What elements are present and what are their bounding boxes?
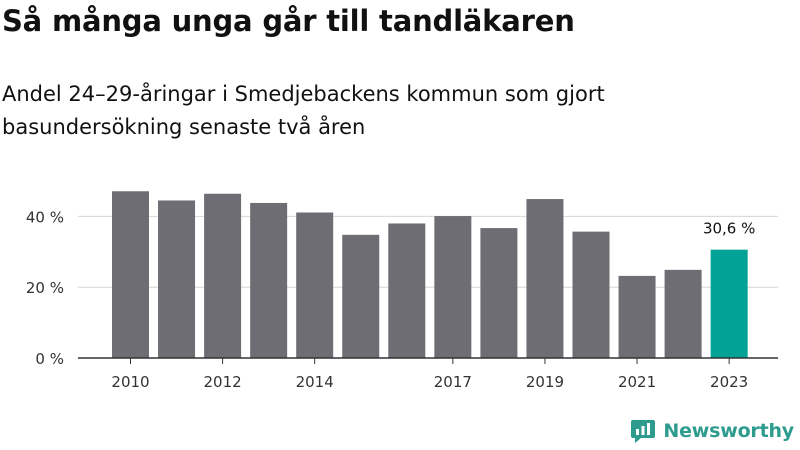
data-label: 30,6 % [703, 220, 755, 238]
x-tick-label: 2014 [296, 373, 334, 391]
chart-title: Så många unga går till tandläkaren [2, 4, 575, 38]
bar-highlighted [710, 249, 748, 358]
brand-logo: Newsworthy [630, 418, 794, 444]
bars [112, 191, 748, 358]
data-labels: 30,6 % [703, 220, 755, 238]
bar [388, 223, 426, 358]
brand-name: Newsworthy [663, 420, 794, 442]
bar [526, 199, 564, 358]
x-tick-label: 2017 [434, 373, 472, 391]
bar [664, 269, 702, 358]
bar [296, 212, 334, 358]
x-tick-label: 2010 [111, 373, 149, 391]
y-tick-label: 20 % [26, 279, 64, 297]
bar [480, 228, 518, 358]
x-tick-label: 2023 [710, 373, 748, 391]
bar [204, 193, 242, 358]
y-axis-ticks: 0 % 20 % 40 % [26, 208, 64, 368]
bar [250, 202, 288, 358]
bar [342, 234, 380, 358]
bar [572, 231, 610, 358]
x-tick-label: 2019 [526, 373, 564, 391]
bar [434, 216, 472, 358]
x-axis-ticks: 2010 2012 2014 2017 2019 2021 2023 [111, 358, 748, 391]
x-tick-label: 2012 [204, 373, 242, 391]
x-tick-label: 2021 [618, 373, 656, 391]
y-tick-label: 40 % [26, 208, 64, 226]
bar [618, 275, 656, 358]
bar [112, 191, 149, 358]
chart-subtitle: Andel 24–29-åringar i Smedjebackens komm… [2, 82, 605, 139]
y-tick-label: 0 % [35, 350, 64, 368]
bar [158, 200, 196, 358]
newsworthy-logo-icon [631, 420, 656, 443]
